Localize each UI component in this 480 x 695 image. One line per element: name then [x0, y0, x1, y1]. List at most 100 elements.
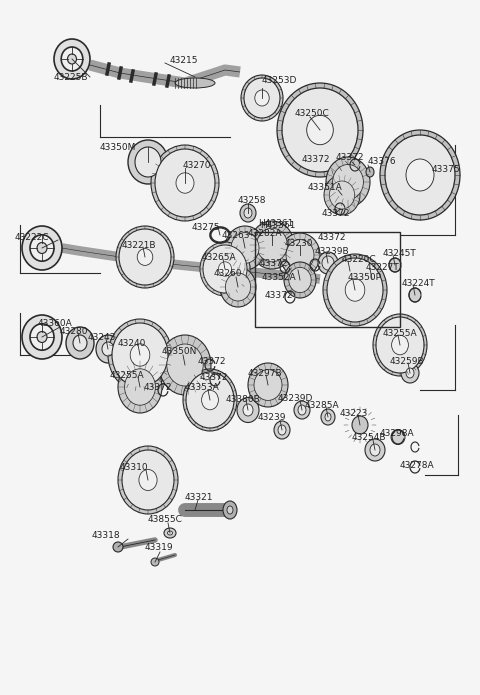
Text: 43372: 43372	[318, 233, 347, 241]
Ellipse shape	[203, 245, 247, 293]
Ellipse shape	[202, 390, 218, 410]
Text: 43297B: 43297B	[248, 368, 283, 377]
Ellipse shape	[186, 372, 234, 428]
Text: 43372: 43372	[302, 154, 331, 163]
Ellipse shape	[37, 243, 47, 254]
Ellipse shape	[278, 425, 286, 435]
Ellipse shape	[324, 175, 360, 215]
Ellipse shape	[128, 140, 168, 184]
Ellipse shape	[118, 446, 178, 514]
Text: 43280: 43280	[60, 327, 88, 336]
Ellipse shape	[329, 181, 355, 209]
Text: 43265A: 43265A	[202, 252, 237, 261]
Ellipse shape	[244, 208, 252, 218]
Text: 43351A: 43351A	[308, 183, 343, 192]
Ellipse shape	[155, 149, 215, 217]
Text: 43372: 43372	[198, 357, 227, 366]
Ellipse shape	[135, 147, 161, 177]
Text: 43221B: 43221B	[122, 240, 156, 250]
Ellipse shape	[116, 226, 174, 288]
Text: 43318: 43318	[92, 530, 120, 539]
Text: 43260: 43260	[214, 268, 242, 277]
Ellipse shape	[274, 421, 290, 439]
Text: 43376: 43376	[368, 156, 396, 165]
Ellipse shape	[286, 240, 314, 270]
Ellipse shape	[385, 135, 455, 215]
Text: 43250C: 43250C	[295, 108, 330, 117]
Ellipse shape	[220, 267, 256, 307]
Ellipse shape	[243, 404, 253, 416]
Ellipse shape	[373, 314, 427, 376]
Text: 43220C: 43220C	[342, 254, 377, 263]
Ellipse shape	[342, 262, 358, 280]
Text: 43855C: 43855C	[148, 516, 183, 525]
Ellipse shape	[345, 279, 365, 301]
Ellipse shape	[254, 370, 282, 400]
Ellipse shape	[102, 342, 114, 356]
Ellipse shape	[200, 242, 250, 296]
Text: 43298A: 43298A	[380, 429, 415, 437]
Ellipse shape	[391, 430, 405, 445]
Text: H43361: H43361	[258, 218, 293, 227]
Ellipse shape	[326, 157, 370, 207]
Ellipse shape	[164, 528, 176, 538]
Ellipse shape	[250, 221, 294, 269]
Text: 43239: 43239	[258, 413, 287, 421]
Ellipse shape	[37, 332, 47, 343]
Text: 43255A: 43255A	[110, 370, 144, 379]
Text: 43310: 43310	[120, 462, 149, 471]
Ellipse shape	[68, 54, 76, 64]
Ellipse shape	[244, 78, 280, 118]
Ellipse shape	[218, 262, 232, 276]
Ellipse shape	[118, 361, 162, 413]
Ellipse shape	[30, 235, 54, 261]
Ellipse shape	[66, 327, 94, 359]
Ellipse shape	[352, 416, 368, 434]
Ellipse shape	[159, 335, 211, 395]
Ellipse shape	[257, 228, 288, 262]
Text: 43259B: 43259B	[390, 357, 425, 366]
Ellipse shape	[282, 88, 358, 172]
Ellipse shape	[255, 90, 269, 106]
Text: 43223: 43223	[340, 409, 368, 418]
Ellipse shape	[389, 258, 401, 272]
Ellipse shape	[61, 47, 83, 71]
Ellipse shape	[22, 315, 62, 359]
Ellipse shape	[289, 268, 311, 293]
Text: 43380B: 43380B	[226, 395, 261, 404]
Text: H43361: H43361	[260, 220, 295, 229]
Ellipse shape	[298, 405, 306, 415]
Ellipse shape	[137, 249, 153, 265]
Ellipse shape	[168, 531, 172, 535]
Text: 43255A: 43255A	[383, 329, 418, 338]
Ellipse shape	[280, 233, 320, 277]
Text: 43360A: 43360A	[38, 318, 73, 327]
Ellipse shape	[294, 401, 310, 419]
Text: 43225B: 43225B	[54, 72, 88, 81]
Text: 43350M: 43350M	[100, 142, 136, 152]
Ellipse shape	[112, 323, 168, 387]
Ellipse shape	[113, 542, 123, 552]
Ellipse shape	[167, 344, 203, 386]
Ellipse shape	[175, 78, 215, 88]
Text: 43285A: 43285A	[305, 400, 340, 409]
Ellipse shape	[151, 558, 159, 566]
Text: 43372: 43372	[265, 291, 293, 300]
Ellipse shape	[376, 317, 424, 373]
Ellipse shape	[409, 288, 421, 302]
Ellipse shape	[380, 130, 460, 220]
Text: 43353A: 43353A	[185, 382, 220, 391]
Ellipse shape	[406, 368, 414, 378]
Ellipse shape	[322, 256, 334, 270]
Ellipse shape	[73, 335, 87, 351]
Text: 43245T: 43245T	[383, 249, 417, 258]
Text: 43258: 43258	[238, 195, 266, 204]
Ellipse shape	[237, 398, 259, 423]
Ellipse shape	[151, 145, 219, 221]
Ellipse shape	[248, 363, 288, 407]
Ellipse shape	[366, 167, 374, 177]
Text: 43224T: 43224T	[402, 279, 436, 288]
Ellipse shape	[277, 83, 363, 177]
Text: 43321: 43321	[185, 493, 214, 502]
Ellipse shape	[54, 39, 90, 79]
